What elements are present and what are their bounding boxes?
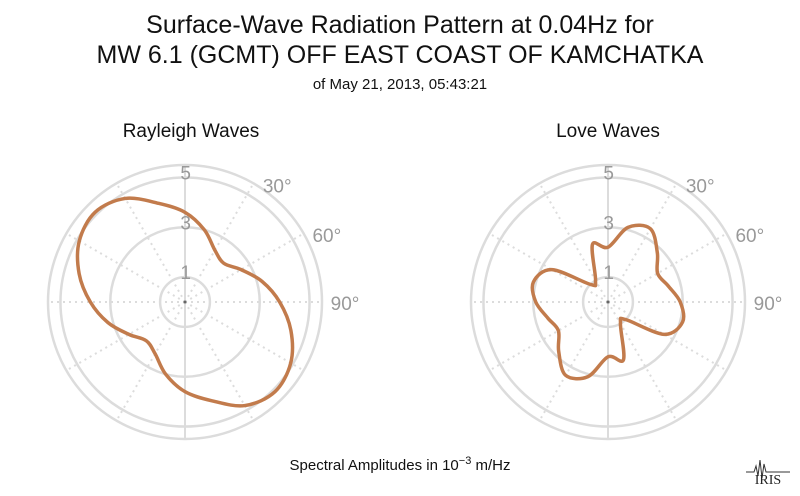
rayleigh-angle-tick-label: 30° [263, 177, 292, 198]
love-spoke [488, 232, 609, 303]
chart-title-line2: MW 6.1 (GCMT) OFF EAST COAST OF KAMCHATK… [96, 41, 704, 69]
love-spoke [538, 301, 609, 422]
chart-subtitle: of May 21, 2013, 05:43:21 [312, 76, 488, 93]
love-angle-tick-label: 30° [686, 177, 715, 198]
rayleigh-radial-tick-label: 3 [180, 213, 191, 234]
love-spoke [607, 232, 728, 303]
amplitude-label-prefix: Spectral Amplitudes in 10 [289, 457, 459, 474]
amplitude-label-exponent: −3 [458, 455, 472, 467]
rayleigh-panel-title: Rayleigh Waves [122, 121, 260, 142]
rayleigh-spoke [184, 232, 305, 303]
spectral-amplitude-label: Spectral Amplitudes in 10−3 m/Hz [0, 455, 800, 474]
chart-title-line1: Surface-Wave Radiation Pattern at 0.04Hz… [146, 11, 654, 39]
iris-logo-text: IRIS [755, 473, 781, 486]
love-spoke [607, 301, 678, 422]
rayleigh-spoke [65, 232, 186, 303]
rayleigh-spoke [184, 301, 305, 372]
love-panel-title: Love Waves [556, 121, 660, 142]
love-spoke [538, 182, 609, 303]
love-center-dot [606, 300, 610, 304]
love-radial-tick-label: 3 [603, 213, 614, 234]
rayleigh-spoke [184, 182, 255, 303]
love-spoke [488, 301, 609, 372]
rayleigh-spoke [115, 182, 186, 303]
love-polar-plot: 1 3 5 30° 60° 90° [469, 163, 783, 441]
iris-logo: IRIS [746, 459, 790, 486]
love-radial-tick-label: 1 [603, 263, 614, 284]
rayleigh-spoke [184, 301, 255, 422]
rayleigh-polar-plot: 1 3 5 30° 60° 90° [46, 163, 360, 441]
rayleigh-radial-tick-label: 5 [180, 163, 191, 184]
love-spoke [607, 301, 728, 372]
rayleigh-radiation-pattern [75, 196, 295, 408]
rayleigh-spoke [65, 301, 186, 372]
rayleigh-angle-tick-label: 60° [312, 226, 341, 247]
rayleigh-angle-tick-label: 90° [331, 294, 360, 315]
amplitude-label-suffix: m/Hz [471, 457, 511, 474]
rayleigh-radial-tick-label: 1 [180, 263, 191, 284]
rayleigh-center-dot [183, 300, 187, 304]
love-angle-tick-label: 60° [735, 226, 764, 247]
love-spoke [607, 182, 678, 303]
love-radiation-pattern [530, 223, 686, 381]
love-angle-tick-label: 90° [754, 294, 783, 315]
rayleigh-spoke [115, 301, 186, 422]
love-radial-tick-label: 5 [603, 163, 614, 184]
